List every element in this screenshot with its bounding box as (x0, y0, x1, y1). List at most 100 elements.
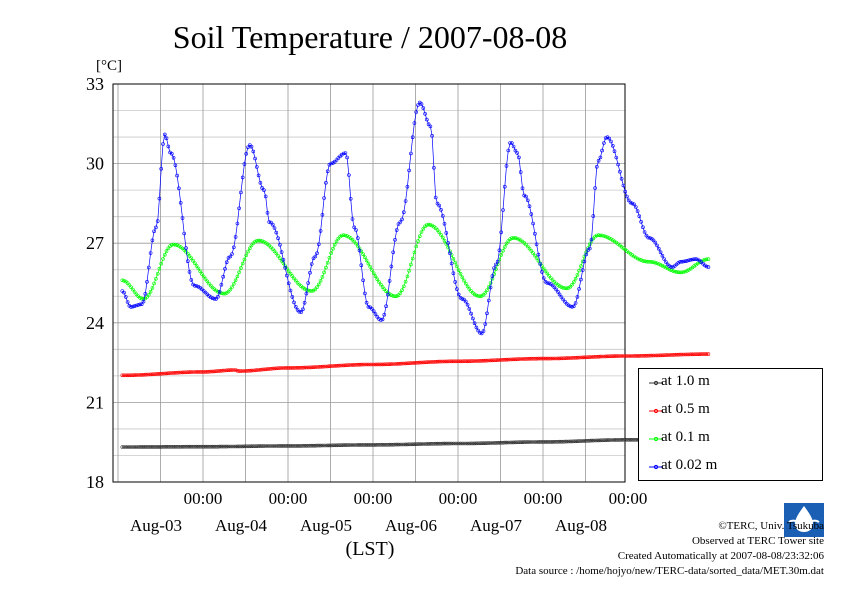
x-tick-date-label: Aug-05 (300, 516, 352, 535)
data-point (518, 357, 523, 361)
data-point (276, 254, 280, 258)
data-point (152, 372, 156, 377)
data-point (363, 362, 367, 367)
data-point (479, 441, 484, 446)
data-point (488, 285, 493, 290)
data-point (465, 302, 470, 307)
data-point (279, 250, 284, 254)
data-point (293, 444, 298, 448)
data-point (177, 186, 181, 191)
data-point (474, 359, 479, 363)
data-point (348, 363, 353, 367)
data-point (517, 155, 521, 160)
data-point (155, 271, 160, 276)
data-point (594, 438, 599, 443)
data-point (281, 257, 286, 262)
data-point (150, 286, 155, 290)
data-point (240, 261, 245, 266)
data-point (423, 442, 427, 446)
data-point (375, 362, 380, 367)
data-point (462, 441, 466, 446)
data-point (511, 357, 516, 362)
data-point (193, 283, 197, 288)
data-point (143, 291, 148, 296)
data-point (182, 444, 186, 449)
data-point (352, 443, 357, 447)
data-point (616, 438, 620, 442)
data-point (380, 317, 385, 322)
data-point (486, 358, 491, 363)
data-point (171, 156, 176, 160)
data-point (154, 445, 158, 449)
legend-symbol-0-1m (649, 436, 663, 442)
data-point (610, 438, 615, 442)
data-point (304, 287, 309, 292)
data-point (628, 200, 633, 205)
data-point (350, 443, 355, 447)
data-point (120, 373, 125, 378)
data-point (308, 365, 312, 370)
data-point (297, 309, 302, 314)
legend-label-0-5m: at 0.5 m (661, 401, 710, 417)
data-point (150, 372, 155, 377)
data-point (525, 440, 530, 444)
data-point (341, 233, 346, 237)
data-point (311, 443, 316, 448)
data-point (433, 195, 438, 200)
data-point (263, 444, 268, 448)
data-point (203, 444, 208, 449)
data-point (309, 262, 314, 266)
data-point (272, 444, 277, 448)
data-point (679, 259, 684, 264)
data-point (509, 236, 514, 240)
data-point (196, 444, 201, 449)
data-point (143, 372, 148, 377)
data-point (410, 442, 415, 447)
data-point (262, 188, 266, 192)
data-point (396, 293, 401, 298)
data-point (577, 355, 581, 360)
data-point (378, 282, 383, 287)
x-tick-date-label: Aug-03 (130, 516, 182, 535)
data-point (354, 362, 358, 367)
data-point (598, 354, 603, 359)
data-point (301, 443, 305, 448)
data-point (405, 361, 410, 366)
data-point (566, 356, 571, 360)
data-point (166, 144, 171, 149)
data-point (623, 437, 628, 442)
data-point (460, 441, 465, 446)
data-point (216, 369, 220, 373)
data-point (253, 239, 257, 244)
data-point (177, 244, 181, 248)
data-point (180, 216, 185, 220)
data-point (290, 366, 295, 370)
data-point (182, 231, 186, 236)
data-point (472, 292, 477, 297)
data-point (463, 359, 468, 364)
data-point (336, 236, 341, 241)
data-point (448, 441, 452, 446)
data-point (221, 274, 225, 279)
data-point (219, 444, 224, 449)
data-point (270, 222, 275, 227)
data-point (364, 300, 369, 305)
data-point (155, 219, 160, 223)
data-point (644, 353, 649, 358)
data-point (455, 441, 459, 446)
data-point (646, 259, 651, 264)
data-point (561, 297, 566, 302)
data-point (533, 231, 537, 236)
data-point (292, 366, 296, 370)
data-point (502, 184, 507, 189)
data-point (223, 291, 227, 296)
data-point (478, 294, 482, 299)
data-point (453, 280, 458, 284)
data-point (449, 261, 454, 266)
data-point (678, 259, 682, 264)
data-point (301, 307, 305, 312)
data-point (180, 370, 185, 375)
data-point (593, 186, 597, 190)
data-point (412, 442, 417, 447)
data-point (474, 293, 479, 298)
